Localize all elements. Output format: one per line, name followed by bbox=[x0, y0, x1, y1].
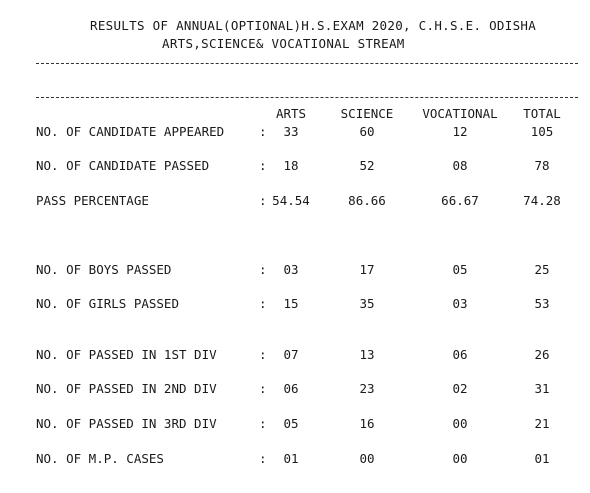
row-label: NO. OF BOYS PASSED bbox=[36, 262, 172, 277]
cell-arts: 06 bbox=[283, 381, 299, 396]
row-label: NO. OF GIRLS PASSED bbox=[36, 296, 179, 311]
column-header-vocational: VOCATIONAL bbox=[422, 106, 498, 121]
column-header-total: TOTAL bbox=[523, 106, 561, 121]
row-label: NO. OF PASSED IN 1ST DIV bbox=[36, 347, 217, 362]
row-separator: : bbox=[259, 193, 267, 208]
row-separator: : bbox=[259, 296, 267, 311]
cell-science: 52 bbox=[359, 158, 375, 173]
column-header-arts: ARTS bbox=[275, 106, 307, 121]
row-separator: : bbox=[259, 381, 267, 396]
cell-arts: 05 bbox=[283, 416, 299, 431]
row-label: NO. OF PASSED IN 3RD DIV bbox=[36, 416, 217, 431]
cell-science: 35 bbox=[359, 296, 375, 311]
dashed-divider-bottom bbox=[36, 97, 578, 98]
cell-science: 86.66 bbox=[348, 193, 386, 208]
report-title: RESULTS OF ANNUAL(OPTIONAL)H.S.EXAM 2020… bbox=[90, 18, 537, 33]
report-subtitle: ARTS,SCIENCE& VOCATIONAL STREAM bbox=[162, 36, 405, 51]
cell-arts: 33 bbox=[283, 124, 299, 139]
cell-vocational: 03 bbox=[452, 296, 468, 311]
cell-total: 26 bbox=[534, 347, 550, 362]
cell-vocational: 12 bbox=[452, 124, 468, 139]
cell-vocational: 05 bbox=[452, 262, 468, 277]
cell-arts: 15 bbox=[283, 296, 299, 311]
row-label: NO. OF PASSED IN 2ND DIV bbox=[36, 381, 217, 396]
cell-arts: 01 bbox=[283, 451, 299, 466]
cell-science: 13 bbox=[359, 347, 375, 362]
cell-arts: 18 bbox=[283, 158, 299, 173]
row-separator: : bbox=[259, 158, 267, 173]
row-separator: : bbox=[259, 451, 267, 466]
cell-vocational: 00 bbox=[452, 416, 468, 431]
column-header-science: SCIENCE bbox=[340, 106, 394, 121]
cell-arts: 54.54 bbox=[272, 193, 310, 208]
cell-arts: 07 bbox=[283, 347, 299, 362]
cell-total: 01 bbox=[534, 451, 550, 466]
cell-vocational: 08 bbox=[452, 158, 468, 173]
cell-total: 78 bbox=[534, 158, 550, 173]
cell-total: 25 bbox=[534, 262, 550, 277]
row-label: NO. OF CANDIDATE APPEARED bbox=[36, 124, 225, 139]
cell-total: 105 bbox=[530, 124, 554, 139]
cell-science: 00 bbox=[359, 451, 375, 466]
cell-total: 74.28 bbox=[523, 193, 561, 208]
row-label: PASS PERCENTAGE bbox=[36, 193, 149, 208]
row-separator: : bbox=[259, 416, 267, 431]
row-separator: : bbox=[259, 124, 267, 139]
row-label: NO. OF M.P. CASES bbox=[36, 451, 164, 466]
cell-science: 17 bbox=[359, 262, 375, 277]
cell-vocational: 02 bbox=[452, 381, 468, 396]
cell-vocational: 00 bbox=[452, 451, 468, 466]
cell-total: 53 bbox=[534, 296, 550, 311]
cell-arts: 03 bbox=[283, 262, 299, 277]
dashed-divider-top bbox=[36, 63, 578, 64]
row-label: NO. OF CANDIDATE PASSED bbox=[36, 158, 210, 173]
cell-total: 31 bbox=[534, 381, 550, 396]
cell-science: 23 bbox=[359, 381, 375, 396]
cell-science: 16 bbox=[359, 416, 375, 431]
cell-vocational: 66.67 bbox=[441, 193, 479, 208]
row-separator: : bbox=[259, 262, 267, 277]
row-separator: : bbox=[259, 347, 267, 362]
cell-total: 21 bbox=[534, 416, 550, 431]
cell-vocational: 06 bbox=[452, 347, 468, 362]
cell-science: 60 bbox=[359, 124, 375, 139]
